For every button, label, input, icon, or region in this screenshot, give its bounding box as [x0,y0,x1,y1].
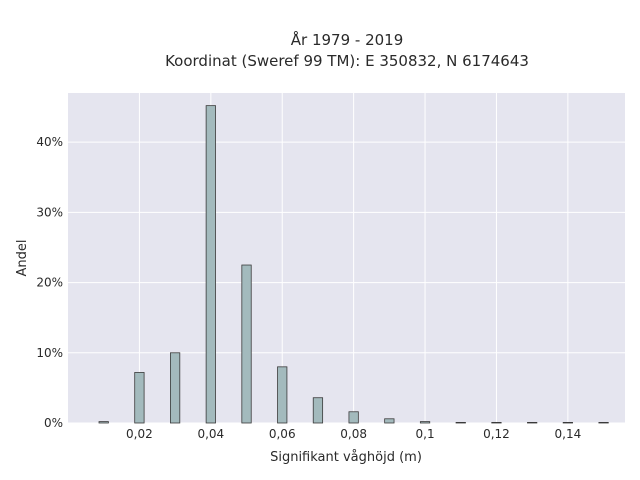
plot-area [68,93,625,423]
x-tick-label: 0,06 [269,427,296,441]
y-tick-label: 30% [36,205,63,219]
y-tick-label: 0% [44,416,63,430]
chart-title-line2: Koordinat (Sweref 99 TM): E 350832, N 61… [165,52,529,70]
y-tick-label: 20% [36,276,63,290]
histogram-bar [598,421,609,424]
histogram-bar [205,105,216,424]
chart-title-line1: År 1979 - 2019 [291,30,404,49]
x-axis-ticks: 0,02 0,04 0,06 0,08 0,1 0,12 0,14 [126,427,581,441]
x-tick-label: 0,1 [416,427,435,441]
histogram-bar [562,421,573,424]
histogram-bar [241,264,252,424]
x-axis-title: Signifikant våghöjd (m) [270,450,422,465]
y-tick-label: 10% [36,346,63,360]
histogram-bar [455,421,466,424]
x-tick-label: 0,12 [483,427,510,441]
x-tick-label: 0,04 [197,427,224,441]
histogram-bar [134,372,145,424]
y-axis-title: Andel [15,240,30,277]
histogram-bar [98,421,109,424]
y-axis-ticks: 0% 10% 20% 30% 40% [36,135,63,430]
histogram-bar [312,397,324,424]
histogram-bar [170,352,181,424]
histogram-bar [348,411,359,424]
x-tick-label: 0,08 [340,427,367,441]
histogram-bar [419,421,431,424]
histogram-bar [384,418,395,424]
histogram-bar [491,421,502,424]
bars [98,105,609,424]
histogram-bar [277,366,288,424]
x-tick-label: 0,02 [126,427,153,441]
y-tick-label: 40% [36,135,63,149]
x-tick-label: 0,14 [555,427,582,441]
histogram-bar [527,421,538,424]
